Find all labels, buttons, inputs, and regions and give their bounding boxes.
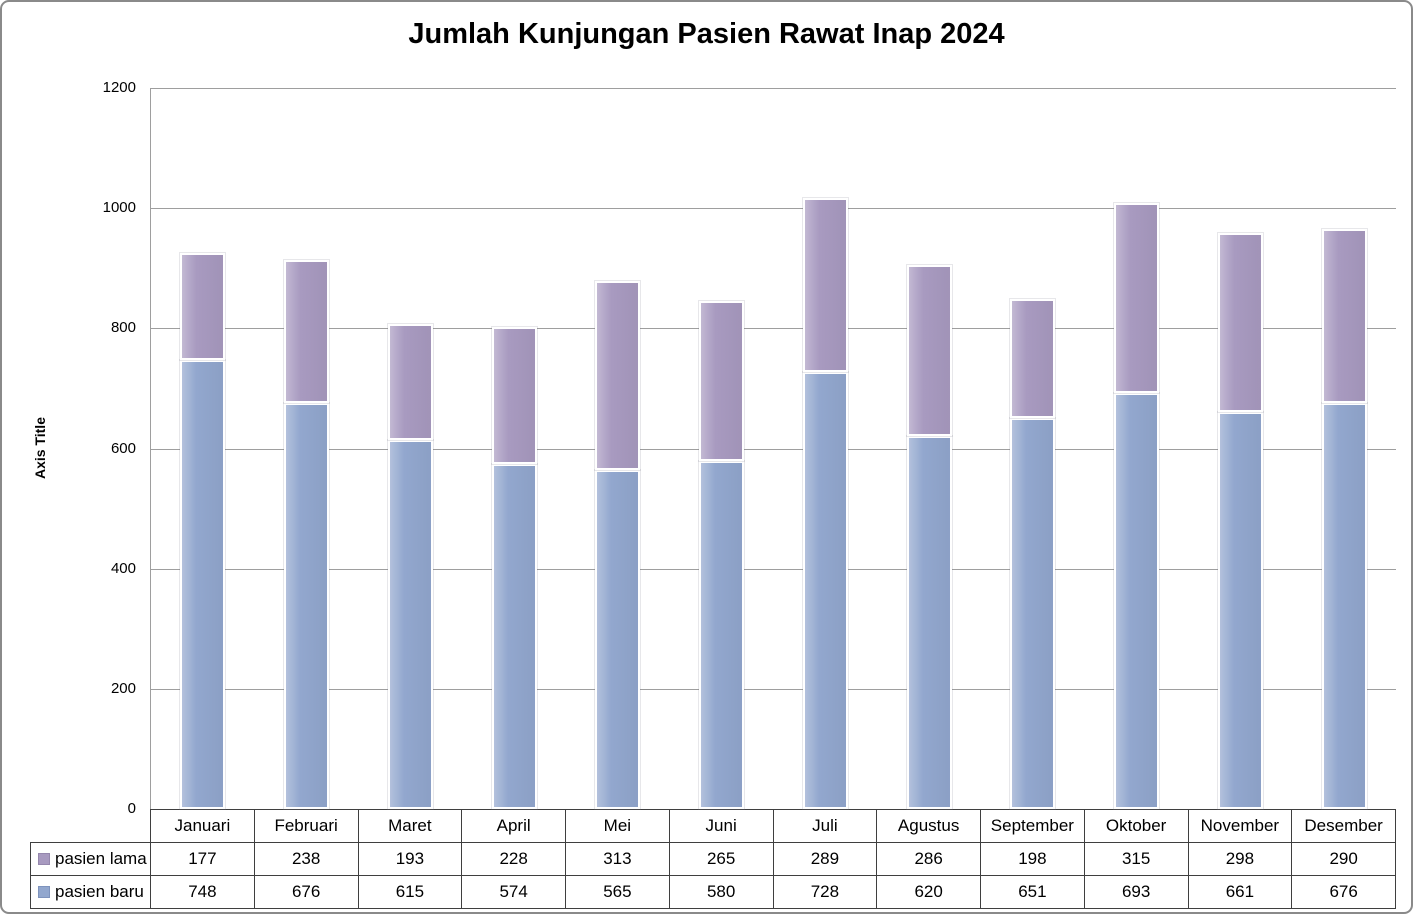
- table-value-pasien-lama-maret: 193: [357, 842, 463, 876]
- table-header-agustus: Agustus: [876, 809, 981, 843]
- bar-segment-pasien-lama-februari: [284, 259, 330, 403]
- table-value-pasien-lama-januari: 177: [150, 842, 255, 876]
- table-header-februari: Februari: [253, 809, 359, 843]
- table-header-row: Januari Februari Maret April Mei Juni Juli Agus…: [31, 809, 1396, 843]
- table-corner-cell: [31, 810, 151, 843]
- bar-segment-pasien-lama-september: [1010, 298, 1056, 418]
- table-value-pasien-lama-februari: 238: [253, 842, 359, 876]
- table-header-oktober: Oktober: [1083, 809, 1189, 843]
- bar-segment-pasien-baru-juni: [699, 460, 745, 809]
- bar-segment-pasien-lama-agustus: [906, 264, 952, 437]
- bar-segment-pasien-lama-november: [1217, 232, 1263, 412]
- legend-key-pasien-lama-icon: [38, 853, 50, 865]
- table-value-pasien-baru-april: 574: [461, 875, 566, 909]
- table-value-pasien-lama-juni: 265: [668, 842, 774, 876]
- series-name-label: pasien lama: [55, 849, 147, 868]
- table-row-pasien-lama: pasien lama 177 238 193 228 313 265 289 286 198 31…: [30, 842, 1396, 876]
- gridline-1200: [151, 88, 1396, 89]
- legend-key-pasien-baru-icon: [38, 886, 50, 898]
- table-header-mei: Mei: [565, 809, 670, 843]
- gridline-800: [151, 328, 1396, 330]
- table-value-pasien-lama-agustus: 286: [876, 842, 981, 876]
- y-tick-label-200: 200: [110, 679, 136, 697]
- table-value-pasien-baru-januari: 748: [150, 875, 255, 909]
- chart-title: Jumlah Kunjungan Pasien Rawat Inap 2024: [408, 18, 1005, 50]
- table-value-pasien-baru-agustus: 620: [876, 875, 981, 909]
- y-tick-label-1000: 1000: [102, 199, 136, 217]
- table-value-pasien-baru-september: 651: [980, 875, 1085, 909]
- table-header-juni: Juni: [668, 809, 774, 843]
- bar-segment-pasien-baru-juli: [802, 371, 848, 809]
- table-value-pasien-baru-november: 661: [1187, 875, 1293, 909]
- bar-segment-pasien-lama-maret: [387, 323, 433, 440]
- table-value-pasien-lama-september: 198: [980, 842, 1085, 876]
- gridline-200: [151, 688, 1396, 690]
- data-table: Januari Februari Maret April Mei Juni Juli Agus…: [30, 809, 1396, 909]
- y-tick-label-1200: 1200: [102, 79, 136, 96]
- table-value-pasien-lama-juli: 289: [772, 842, 878, 876]
- series-name-label: pasien baru: [55, 882, 144, 901]
- table-value-pasien-baru-juni: 580: [668, 875, 774, 909]
- bar-segment-pasien-baru-september: [1010, 417, 1056, 809]
- table-row-pasien-baru: pasien baru 748 676 615 574 565 580 728 620 651 69…: [30, 875, 1396, 909]
- bar-segment-pasien-baru-november: [1217, 411, 1263, 809]
- bar-segment-pasien-baru-desember: [1321, 402, 1367, 809]
- bar-segment-pasien-baru-oktober: [1114, 392, 1160, 809]
- y-tick-label-600: 600: [110, 439, 136, 457]
- bar-segment-pasien-baru-maret: [387, 439, 433, 809]
- table-value-pasien-lama-mei: 313: [565, 842, 670, 876]
- bar-segment-pasien-lama-januari: [180, 253, 226, 360]
- table-value-pasien-lama-oktober: 315: [1083, 842, 1189, 876]
- bar-segment-pasien-baru-februari: [284, 402, 330, 809]
- bar-segment-pasien-lama-juli: [802, 197, 848, 372]
- bar-segment-pasien-baru-mei: [595, 469, 641, 809]
- table-value-pasien-baru-desember: 676: [1291, 875, 1396, 909]
- bar-segment-pasien-lama-juni: [699, 301, 745, 461]
- table-value-pasien-lama-november: 298: [1187, 842, 1293, 876]
- bar-segment-pasien-lama-oktober: [1114, 203, 1160, 393]
- table-row-label-pasien-baru: pasien baru: [30, 875, 151, 909]
- bar-segment-pasien-lama-desember: [1321, 228, 1367, 403]
- table-row-label-pasien-lama: pasien lama: [30, 842, 151, 876]
- y-tick-label-0: 0: [127, 800, 136, 817]
- bar-segment-pasien-baru-april: [491, 464, 537, 809]
- table-value-pasien-baru-maret: 615: [357, 875, 463, 909]
- table-header-april: April: [461, 809, 566, 843]
- gridline-1000: [151, 208, 1396, 210]
- table-value-pasien-lama-desember: 290: [1291, 842, 1396, 876]
- table-value-pasien-baru-oktober: 693: [1083, 875, 1189, 909]
- table-header-januari: Januari: [150, 809, 255, 843]
- gridline-600: [151, 448, 1396, 450]
- table-header-november: November: [1187, 809, 1293, 843]
- table-header-maret: Maret: [357, 809, 463, 843]
- table-value-pasien-lama-april: 228: [461, 842, 566, 876]
- plot-area: [150, 88, 1396, 809]
- bar-segment-pasien-baru-januari: [180, 359, 226, 809]
- table-value-pasien-baru-februari: 676: [253, 875, 359, 909]
- bar-segment-pasien-lama-april: [491, 327, 537, 465]
- y-tick-label-400: 400: [110, 559, 136, 577]
- table-value-pasien-baru-juli: 728: [772, 875, 878, 909]
- table-header-juli: Juli: [772, 809, 878, 843]
- y-tick-label-800: 800: [110, 319, 136, 337]
- table-header-desember: Desember: [1291, 809, 1396, 843]
- table-header-september: September: [980, 809, 1085, 843]
- table-value-pasien-baru-mei: 565: [565, 875, 670, 909]
- bar-segment-pasien-baru-agustus: [906, 436, 952, 809]
- bar-segment-pasien-lama-mei: [595, 281, 641, 470]
- gridline-400: [151, 568, 1396, 570]
